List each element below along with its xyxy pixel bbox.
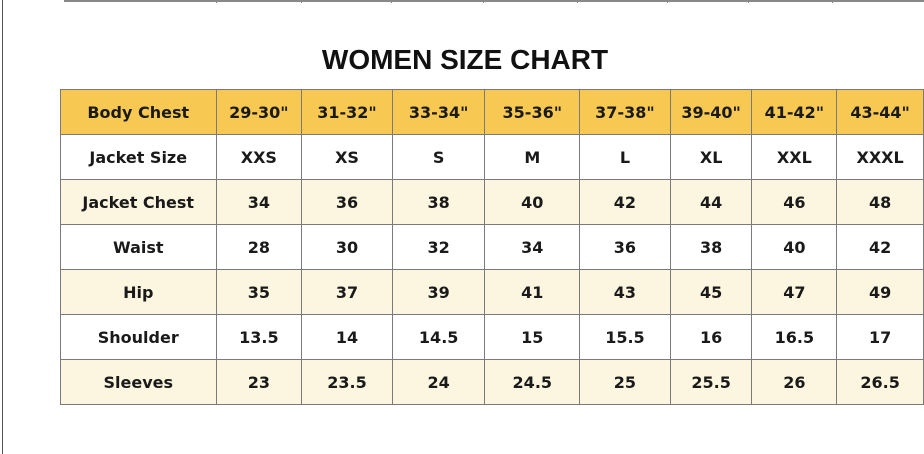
table-cell: 39-40" [669,89,753,135]
table-cell: 15 [484,314,581,360]
size-table: Body Chest 29-30" 31-32" 33-34" 35-36" 37-38"… [60,89,924,405]
row-label: Jacket Chest [60,179,217,225]
row-label: Waist [60,224,217,270]
table-cell: M [484,134,581,180]
row-label: Sleeves [60,359,217,405]
table-row: Waist 28 30 32 34 36 38 40 42 [60,224,924,270]
table-cell: 37 [301,269,393,315]
table-cell: 34 [215,179,303,225]
table-cell: 40 [751,224,838,270]
table-cell: 23.5 [301,359,393,405]
table-cell: 35-36" [484,89,581,135]
divider [667,0,668,3]
table-row: Jacket Chest 34 36 38 40 42 44 46 48 [60,179,924,225]
table-row: Sleeves 23 23.5 24 24.5 25 25.5 26 26.5 [60,359,924,405]
divider [391,0,392,3]
table-row: Jacket Size XXS XS S M L XL XXL XXXL [60,134,924,180]
divider [748,0,749,3]
table-cell: 44 [669,179,753,225]
table-cell: 35 [215,269,303,315]
table-cell: 28 [215,224,303,270]
table-cell: XXL [751,134,838,180]
divider [216,0,217,3]
row-label: Hip [60,269,217,315]
table-cell: 16.5 [751,314,838,360]
table-cell: 17 [836,314,924,360]
table-cell: 42 [836,224,924,270]
divider [301,0,302,3]
table-cell: XS [301,134,393,180]
table-cell: 41 [484,269,581,315]
table-row: Shoulder 13.5 14 14.5 15 15.5 16 16.5 17 [60,314,924,360]
table-cell: 31-32" [301,89,393,135]
table-cell: 43-44" [836,89,924,135]
table-cell: 45 [669,269,753,315]
table-cell: 26 [751,359,838,405]
table-cell: 30 [301,224,393,270]
chart-title: WOMEN SIZE CHART [321,44,609,75]
table-cell: 42 [579,179,671,225]
table-cell: 38 [391,179,486,225]
table-cell: 14.5 [391,314,486,360]
divider [832,0,833,3]
table-cell: 24.5 [484,359,581,405]
table-cell: 36 [301,179,393,225]
table-cell: 29-30" [215,89,303,135]
table-cell: 14 [301,314,393,360]
table-cell: 26.5 [836,359,924,405]
table-cell: 40 [484,179,581,225]
table-cell: XL [669,134,753,180]
table-cell: 46 [751,179,838,225]
table-cell: 48 [836,179,924,225]
table-cell: 43 [579,269,671,315]
row-label: Body Chest [60,89,217,135]
table-cell: 39 [391,269,486,315]
row-label: Jacket Size [60,134,217,180]
table-cell: 13.5 [215,314,303,360]
divider [577,0,578,3]
table-cell: 32 [391,224,486,270]
top-border [64,0,924,2]
header-row: Body Chest 29-30" 31-32" 33-34" 35-36" 37-38"… [60,89,924,135]
table-cell: S [391,134,486,180]
table-cell: 49 [836,269,924,315]
table-cell: 15.5 [579,314,671,360]
table-cell: 38 [669,224,753,270]
row-label: Shoulder [60,314,217,360]
table-cell: 36 [579,224,671,270]
table-cell: 33-34" [391,89,486,135]
table-cell: L [579,134,671,180]
divider [483,0,484,3]
table-row: Hip 35 37 39 41 43 45 47 49 [60,269,924,315]
table-cell: XXS [215,134,303,180]
table-cell: 25 [579,359,671,405]
table-cell: 24 [391,359,486,405]
table-cell: 41-42" [751,89,838,135]
table-cell: 37-38" [579,89,671,135]
left-border [2,0,3,454]
table-cell: 34 [484,224,581,270]
table-cell: XXXL [836,134,924,180]
table-cell: 16 [669,314,753,360]
table-cell: 23 [215,359,303,405]
table-cell: 47 [751,269,838,315]
table-cell: 25.5 [669,359,753,405]
